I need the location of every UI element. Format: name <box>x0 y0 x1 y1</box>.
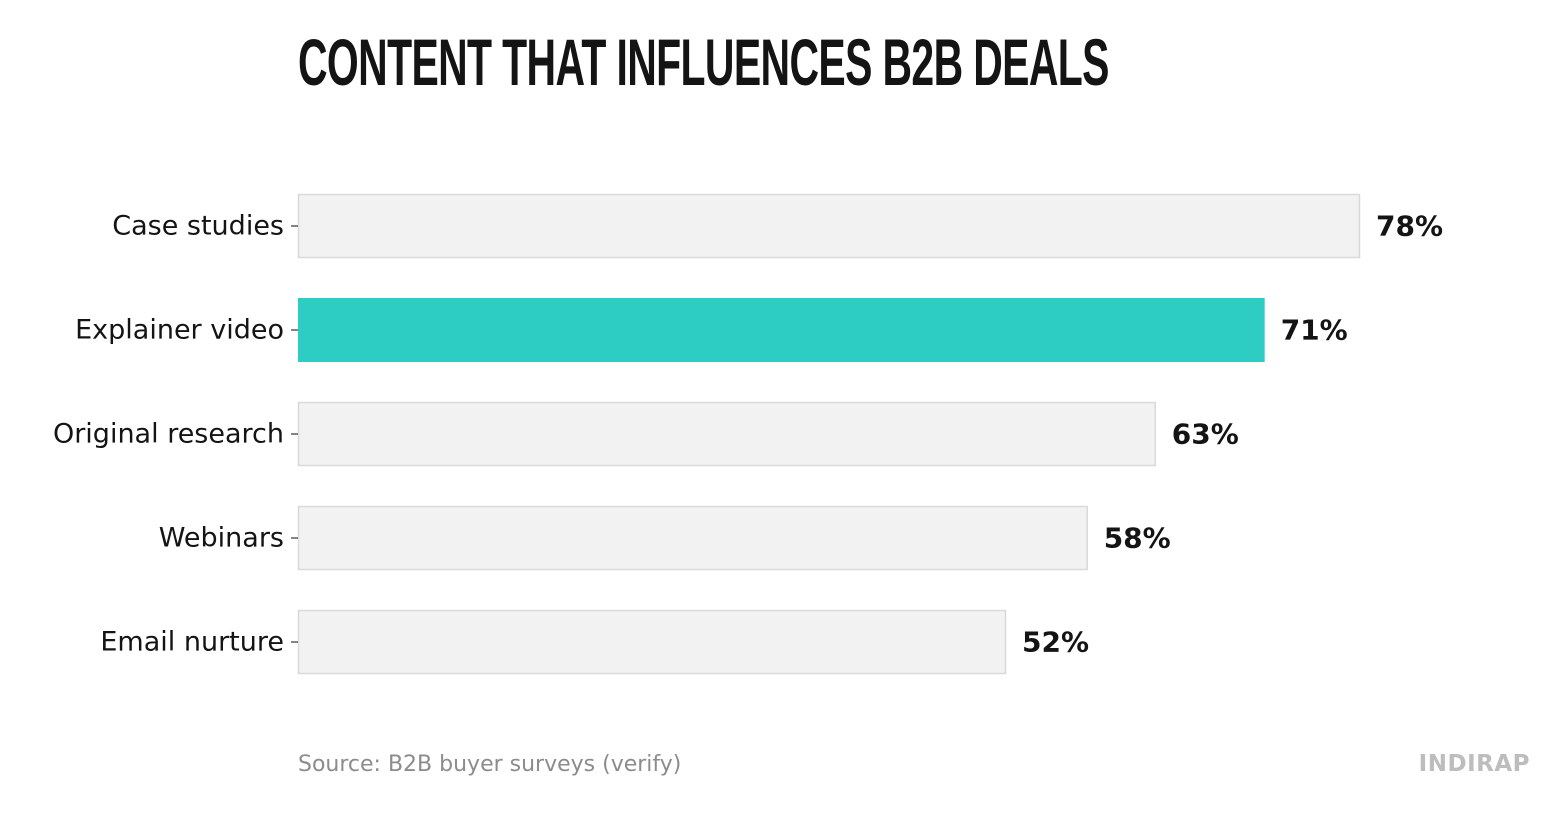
category-label: Webinars <box>159 523 284 554</box>
chart-title: Content that influences B2B deals <box>298 25 1109 99</box>
category-label: Explainer video <box>75 315 284 346</box>
category-label: Case studies <box>112 211 284 242</box>
bar-case-studies <box>297 193 1361 259</box>
data-label: 78% <box>1376 210 1443 243</box>
data-label: 58% <box>1104 522 1171 555</box>
category-label: Original research <box>53 419 284 450</box>
bar-email-nurture <box>297 609 1007 675</box>
category-label: Email nurture <box>100 627 284 658</box>
brand-logo: INDIRAP <box>1418 751 1530 777</box>
bar-original-research <box>297 401 1157 467</box>
data-label: 52% <box>1022 626 1089 659</box>
bar-webinars <box>297 505 1088 571</box>
data-label: 71% <box>1281 314 1348 347</box>
data-label: 63% <box>1172 418 1239 451</box>
source-note: Source: B2B buyer surveys (verify) <box>298 752 682 777</box>
bar-explainer-video <box>298 298 1265 362</box>
